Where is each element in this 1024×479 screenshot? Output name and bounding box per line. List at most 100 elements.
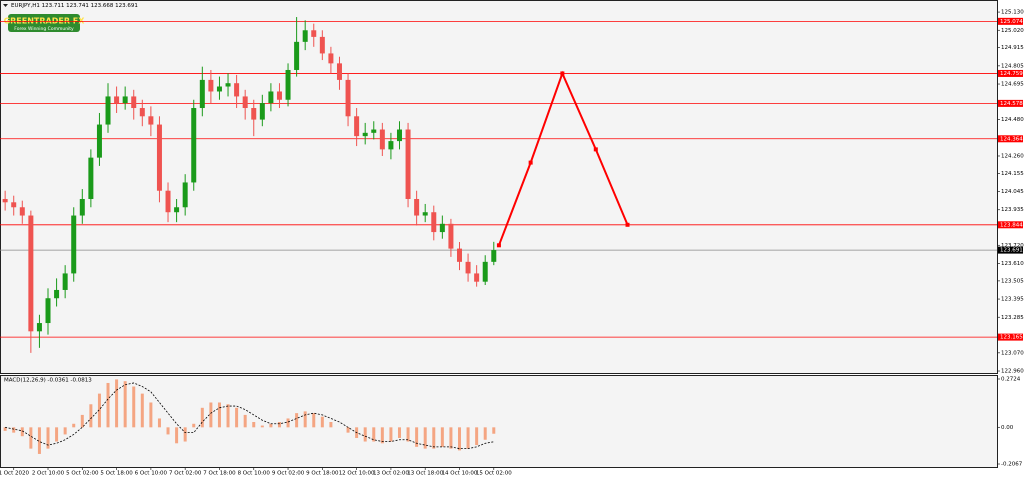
chart-title: EURJPY,H1 123.711 123.741 123.668 123.69…	[11, 3, 138, 9]
candle-body	[354, 116, 360, 137]
candle-body	[165, 190, 171, 213]
level-label: 125.074	[1000, 19, 1023, 25]
macd-pane	[0, 375, 998, 468]
level-label: 124.759	[1000, 71, 1023, 77]
y-tick-label: 123.505	[1001, 278, 1024, 284]
candle-body	[234, 83, 240, 97]
candle-body	[396, 129, 402, 142]
candle-body	[122, 96, 128, 104]
candle-body	[285, 69, 291, 100]
level-tag	[998, 69, 1023, 77]
candle-body	[362, 132, 368, 137]
macd-bar	[397, 427, 401, 438]
macd-bar	[260, 425, 264, 428]
x-tick-label: 13 Oct 18:00	[407, 471, 443, 477]
candle-body	[302, 30, 308, 42]
candle-body	[45, 298, 51, 324]
macd-bar	[303, 411, 307, 428]
macd-bar	[449, 427, 453, 449]
signal-line	[5, 382, 494, 450]
candle-body	[148, 116, 154, 125]
y-tick-label: 125.130	[1001, 10, 1024, 16]
level-tag	[998, 333, 1023, 341]
candle-body	[62, 273, 68, 290]
x-tick-label: 7 Oct 18:00	[203, 471, 236, 477]
candle-body	[251, 108, 257, 120]
candle-body	[114, 96, 120, 104]
projection-point	[560, 71, 565, 76]
macd-bar	[149, 402, 153, 428]
candle-body	[54, 289, 60, 299]
candle-body	[379, 129, 385, 150]
y-tick-label: 124.915	[1001, 45, 1024, 51]
y-tick-label: 123.720	[1001, 243, 1024, 249]
macd-bar	[329, 422, 333, 428]
macd-bar	[72, 423, 76, 428]
macd-bar	[269, 423, 273, 428]
candle-body	[71, 215, 77, 274]
logo-tagline: Forex Winning Community	[14, 26, 74, 32]
candle-body	[405, 129, 411, 199]
macd-bar	[12, 427, 16, 433]
x-tick-label: 5 Oct 18:00	[100, 471, 133, 477]
candle-body	[36, 323, 42, 332]
x-tick-label: 15 Oct 02:00	[476, 471, 512, 477]
candle-body	[294, 41, 300, 70]
candle-body	[482, 261, 488, 282]
candle-body	[19, 207, 25, 216]
candle-body	[182, 182, 188, 208]
candle-body	[431, 212, 437, 233]
candle-body	[319, 36, 325, 54]
y-tick-label: 0.2724	[1001, 376, 1021, 382]
macd-bar	[29, 427, 33, 449]
x-tick-label: 8 Oct 10:00	[238, 471, 271, 477]
candle-body	[242, 96, 248, 109]
candle-body	[448, 223, 454, 249]
macd-bar	[166, 427, 170, 435]
candle-body	[199, 79, 205, 109]
level-tag	[998, 99, 1023, 107]
macd-bar	[132, 386, 136, 428]
y-tick-label: 125.020	[1001, 28, 1024, 34]
y-tick-label: 124.480	[1001, 117, 1024, 123]
macd-bar	[389, 427, 393, 442]
macd-bar	[20, 427, 24, 437]
y-tick-label: 124.155	[1001, 171, 1024, 177]
macd-bar	[346, 427, 350, 433]
y-tick-label: 123.610	[1001, 261, 1024, 267]
logo-badge	[8, 14, 80, 32]
macd-bar	[123, 381, 127, 428]
macd-bar	[89, 404, 93, 428]
macd-bar	[252, 422, 256, 428]
candle-body	[28, 215, 34, 332]
candle-body	[491, 250, 497, 262]
candle-body	[174, 207, 180, 213]
y-tick-label: 122.960	[1001, 369, 1024, 375]
x-tick-label: 1 Oct 2020	[0, 471, 29, 477]
level-label: 123.165	[1000, 335, 1023, 341]
level-tag	[998, 135, 1023, 143]
y-tick-label: 123.285	[1001, 315, 1024, 321]
macd-bar	[440, 427, 444, 447]
projection-point	[496, 243, 501, 248]
macd-bar	[466, 427, 470, 449]
x-tick-label: 2 Oct 10:00	[32, 471, 65, 477]
macd-bar	[380, 427, 384, 444]
macd-bar	[115, 379, 119, 428]
macd-bar	[37, 427, 41, 454]
x-tick-label: 14 Oct 10:00	[442, 471, 478, 477]
macd-bar	[457, 427, 461, 451]
macd-bar	[3, 427, 7, 431]
macd-bar	[277, 422, 281, 428]
last-price-label: 123.691	[1000, 248, 1023, 254]
candle-body	[439, 223, 445, 233]
macd-bar	[157, 418, 161, 428]
candle-body	[225, 83, 231, 87]
macd-bar	[80, 414, 84, 428]
candle-body	[422, 212, 428, 216]
level-tag	[998, 17, 1023, 25]
candle-body	[139, 108, 145, 117]
menu-arrow	[3, 4, 8, 7]
candle-body	[474, 273, 480, 282]
candle-body	[328, 53, 334, 64]
